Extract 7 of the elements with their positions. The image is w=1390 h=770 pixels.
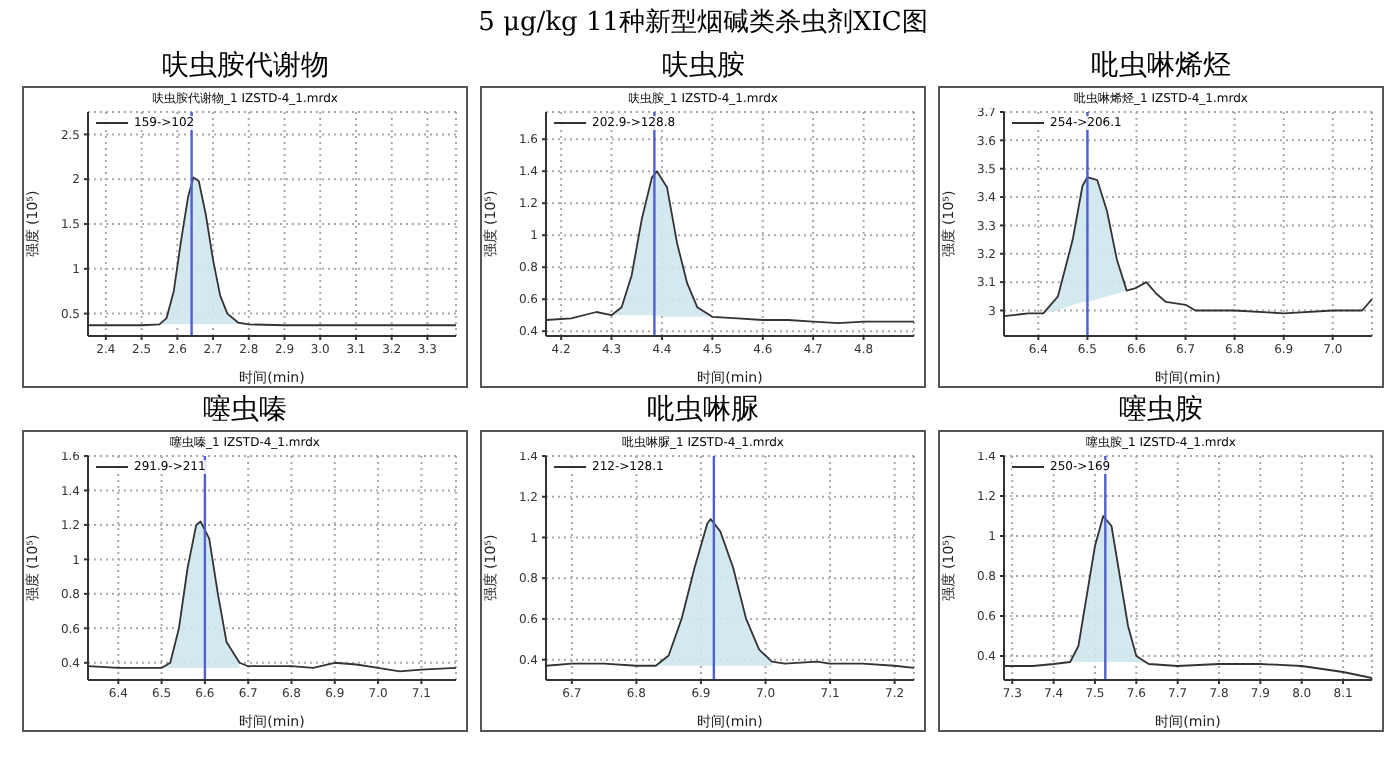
chart-title: 吡虫啉烯烃 <box>1089 48 1233 86</box>
chart-title: 噻虫胺 <box>1117 392 1205 430</box>
text: 5 μg/kg 11种新型烟碱类杀虫剂XIC图 <box>478 8 928 38</box>
chart-title: 呋虫胺 <box>659 48 747 86</box>
chart-title: 吡虫啉脲 <box>645 392 761 430</box>
chart-title: 噻虫嗪 <box>201 392 289 430</box>
chart-title: 呋虫胺代谢物 <box>159 48 331 86</box>
